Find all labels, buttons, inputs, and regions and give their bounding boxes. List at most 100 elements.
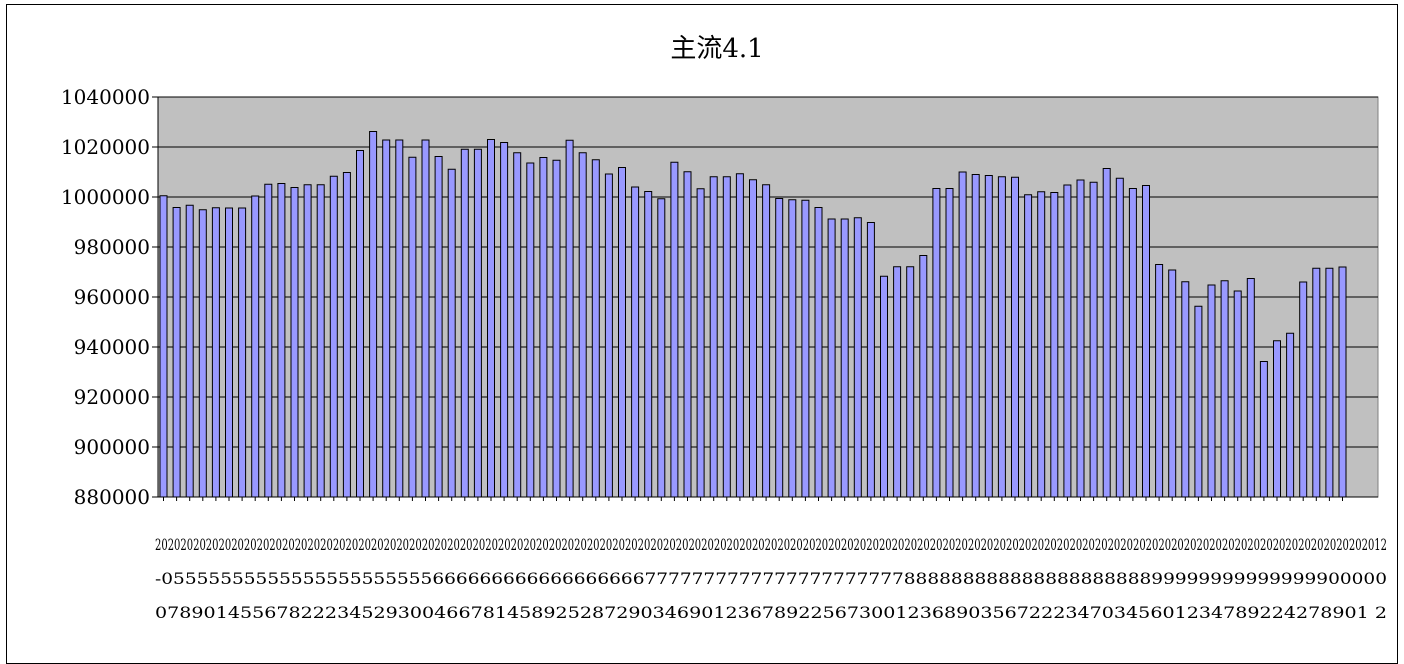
bar — [342, 172, 351, 498]
bar — [211, 207, 220, 498]
bar — [460, 148, 469, 498]
bar — [827, 218, 836, 498]
bar — [906, 266, 915, 498]
bar — [788, 199, 797, 498]
bar — [997, 176, 1006, 498]
bar — [814, 207, 823, 498]
y-tick-label: 940000 — [74, 335, 150, 359]
bar — [749, 179, 757, 498]
bar — [1037, 191, 1046, 498]
bar — [1128, 188, 1137, 498]
bar — [1325, 267, 1334, 498]
bar — [631, 186, 640, 498]
bar — [1011, 176, 1019, 498]
bar — [919, 255, 928, 498]
y-tick-label: 1000000 — [61, 185, 150, 209]
bar — [159, 195, 168, 498]
bar — [1063, 184, 1072, 498]
bar — [971, 174, 980, 498]
bar — [1299, 281, 1308, 498]
bar — [1207, 284, 1216, 498]
bar — [1220, 280, 1229, 498]
bar — [369, 131, 378, 498]
bar — [421, 139, 430, 498]
bar — [225, 207, 233, 498]
bar — [539, 157, 548, 498]
bar — [984, 175, 993, 498]
bar — [1273, 340, 1281, 498]
bar — [722, 176, 731, 498]
bar — [329, 175, 338, 498]
bar — [1168, 269, 1177, 498]
chart-title: 主流4.1 — [670, 34, 764, 64]
bar — [958, 171, 967, 498]
bar — [447, 168, 456, 498]
bar — [198, 209, 207, 498]
bar — [853, 217, 862, 498]
y-tick-label: 960000 — [74, 285, 150, 309]
bar — [618, 167, 626, 498]
bar — [1194, 305, 1203, 498]
y-tick-label: 1020000 — [61, 135, 150, 159]
bar — [500, 142, 509, 498]
bar — [251, 195, 260, 498]
bar — [487, 139, 495, 498]
bar — [670, 161, 679, 498]
bar — [473, 148, 482, 498]
bar — [604, 173, 613, 498]
bar — [185, 204, 194, 498]
bar — [1286, 332, 1295, 498]
bar — [709, 176, 718, 498]
bar — [1089, 181, 1098, 498]
bar — [735, 173, 744, 498]
x-tick-label-row: 0789014556782223452930046678145892528729… — [155, 603, 1387, 622]
bar — [683, 171, 692, 498]
bar — [290, 187, 299, 498]
bar — [578, 152, 587, 498]
bar — [1246, 278, 1255, 498]
y-tick-label: 880000 — [74, 485, 150, 509]
bar — [172, 207, 181, 498]
x-tick-label-row: -055555555555555555555556666666666666666… — [155, 569, 1387, 588]
y-tick-label: 980000 — [74, 235, 150, 259]
bar — [303, 184, 312, 498]
bar — [1024, 194, 1033, 498]
bar — [1181, 281, 1190, 498]
bar — [932, 188, 941, 498]
bar — [866, 222, 875, 498]
bar — [1050, 192, 1059, 498]
bar — [880, 275, 888, 498]
bar — [1155, 264, 1164, 498]
bar — [1115, 177, 1124, 498]
bar — [762, 184, 771, 498]
bar — [356, 150, 364, 498]
bar — [591, 159, 600, 498]
bar — [1076, 179, 1085, 498]
bar — [1312, 267, 1321, 498]
bar — [1233, 290, 1242, 498]
bar — [513, 152, 522, 498]
bar — [775, 198, 784, 498]
bar — [277, 183, 286, 498]
x-tick-label-row: 2020202020202020202020202020202020202020… — [155, 535, 1387, 554]
y-tick-label: 920000 — [74, 385, 150, 409]
bar — [526, 162, 535, 498]
bar — [238, 207, 247, 498]
bar — [1142, 185, 1150, 498]
bar — [434, 156, 443, 498]
bar — [552, 159, 561, 498]
bar — [408, 156, 417, 498]
bar — [264, 183, 273, 498]
y-tick-label: 1040000 — [61, 85, 150, 109]
bar — [1259, 361, 1268, 498]
bar — [696, 188, 705, 498]
bar — [644, 191, 653, 498]
bar — [945, 188, 954, 498]
bar — [565, 139, 574, 498]
bar — [395, 139, 404, 498]
bar — [840, 218, 849, 498]
bar — [1338, 266, 1347, 498]
bar — [382, 139, 391, 498]
y-tick-label: 900000 — [74, 435, 150, 459]
bar — [801, 199, 810, 498]
